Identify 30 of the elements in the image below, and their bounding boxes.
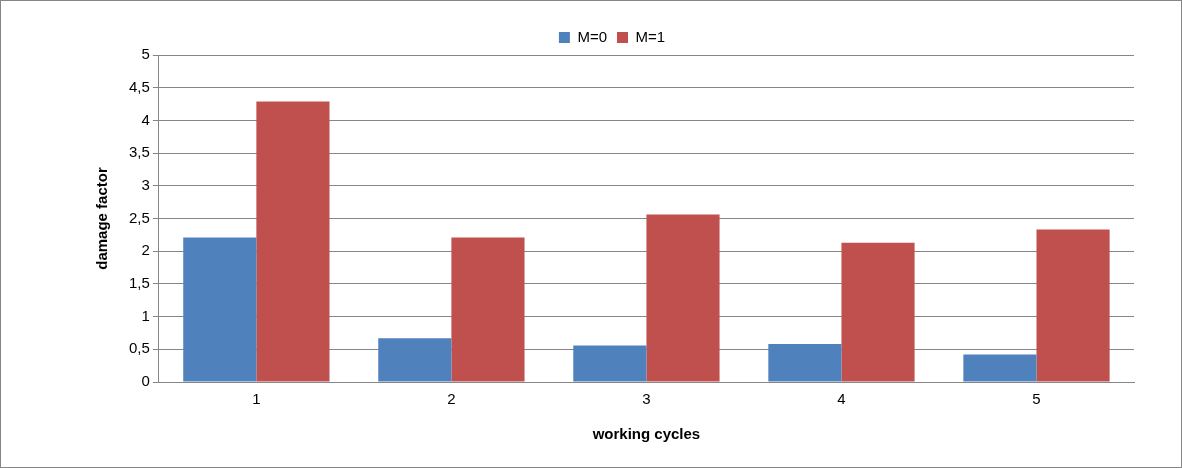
legend-label: M=0: [577, 27, 608, 45]
legend-label: M=1: [635, 27, 666, 45]
bar: [768, 344, 842, 382]
y-tick-label: 1,5: [128, 274, 150, 292]
x-axis-title: working cycles: [591, 425, 701, 443]
y-tick-label: 1: [141, 306, 150, 324]
y-axis-title: damage factor: [93, 167, 111, 270]
y-tick-label: 0,5: [128, 339, 150, 357]
x-tick-label: 4: [837, 390, 846, 408]
bar: [256, 101, 330, 382]
bar: [841, 242, 915, 382]
y-tick-label: 4,5: [128, 77, 150, 95]
x-tick-label: 3: [642, 390, 651, 408]
x-tick-label: 2: [447, 390, 456, 408]
x-tick-label: 5: [1032, 390, 1041, 408]
bar: [1036, 229, 1110, 382]
y-tick-label: 4: [141, 110, 150, 128]
y-tick-label: 2,5: [128, 208, 150, 226]
y-tick-label: 5: [141, 45, 150, 63]
bar: [573, 345, 647, 382]
bar: [646, 214, 720, 382]
y-tick-label: 0: [141, 372, 150, 390]
x-tick-label: 1: [252, 390, 261, 408]
y-tick-label: 3,5: [128, 143, 150, 161]
y-tick-label: 2: [141, 241, 150, 259]
y-tick-label: 3: [141, 175, 150, 193]
bar: [963, 354, 1037, 382]
bar: [378, 338, 452, 382]
bar: [183, 237, 257, 382]
bar: [451, 237, 525, 382]
